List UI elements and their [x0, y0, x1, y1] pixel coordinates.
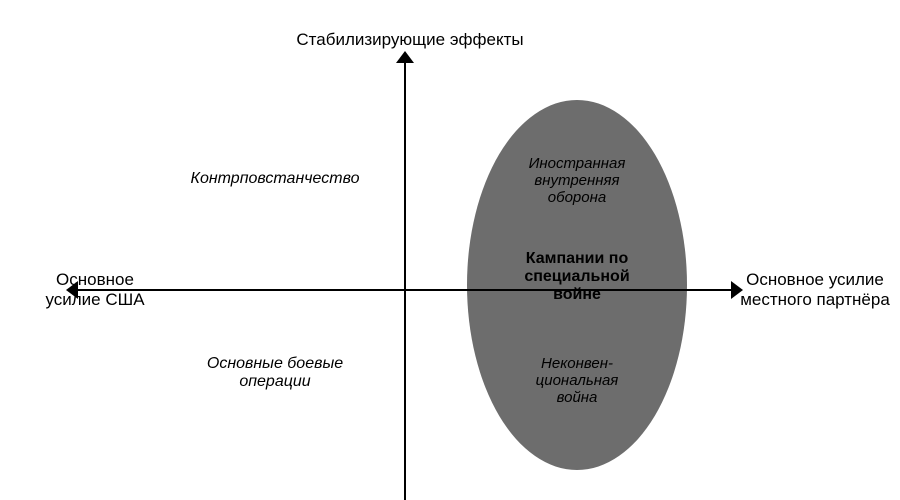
left-axis-label-line1: Основное [56, 270, 134, 289]
right-axis-label: Основное усилие местного партнёра [735, 270, 895, 310]
ellipse-center-line2: специальной [524, 268, 629, 285]
ellipse-top-line2: внутренняя [534, 172, 619, 189]
quadrant-bottom-left-label: Основные боевые операции [175, 355, 375, 391]
quadrant-diagram: Стабилизирующие эффекты Основное усилие … [0, 0, 900, 500]
top-axis-label: Стабилизирующие эффекты [280, 30, 540, 50]
ellipse-top-label: Иностранная внутренняя оборона [497, 155, 657, 206]
right-axis-label-line1: Основное усилие [746, 270, 884, 289]
quadrant-top-left-label: Контрповстанчество [175, 170, 375, 188]
y-axis [404, 60, 406, 500]
ellipse-top-line3: оборона [548, 189, 606, 206]
ellipse-bottom-line2: циональная [536, 372, 619, 389]
ellipse-bottom-line1: Неконвен- [541, 355, 613, 372]
ellipse-bottom-line3: война [557, 389, 598, 406]
ellipse-center-label: Кампании по специальной войне [497, 250, 657, 304]
ellipse-top-line1: Иностранная [529, 155, 626, 172]
right-axis-label-line2: местного партнёра [740, 290, 890, 309]
ellipse-center-line1: Кампании по [526, 250, 628, 267]
ellipse-center-line3: войне [553, 286, 601, 303]
quadrant-bl-line1: Основные боевые [207, 355, 343, 372]
quadrant-bl-line2: операции [239, 373, 310, 390]
ellipse-bottom-label: Неконвен- циональная война [497, 355, 657, 406]
left-axis-label: Основное усилие США [35, 270, 155, 310]
y-axis-arrow-up [396, 51, 414, 63]
left-axis-label-line2: усилие США [45, 290, 144, 309]
